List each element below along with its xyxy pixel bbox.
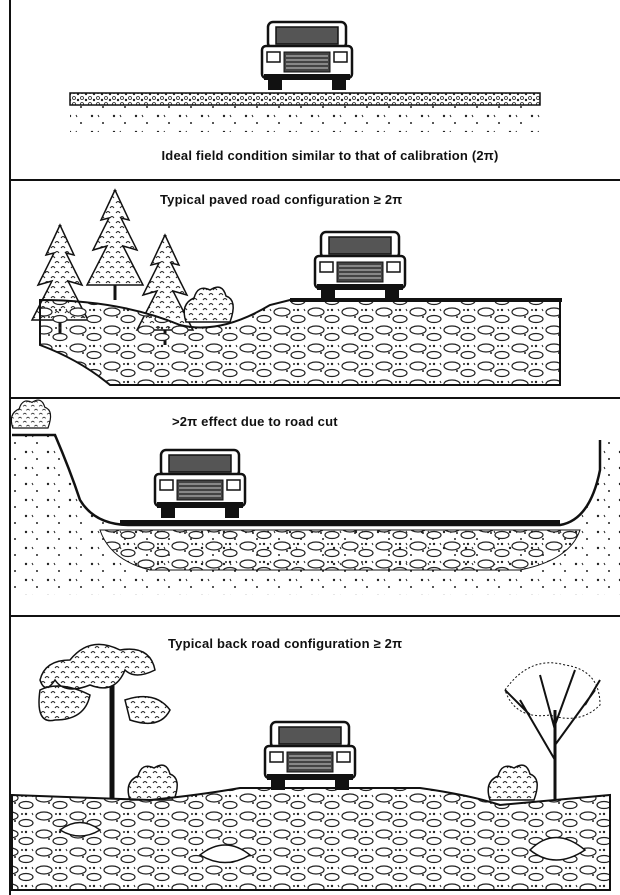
calibration-pad — [70, 93, 540, 105]
caption: Typical back road configuration ≥ 2π — [168, 636, 402, 651]
van — [262, 22, 352, 90]
bush — [11, 400, 50, 428]
diagram: Ideal field condition similar to that of… — [0, 0, 620, 895]
cut-profile — [12, 435, 600, 525]
ground — [40, 300, 560, 385]
van — [155, 450, 245, 518]
caption: >2π effect due to road cut — [172, 414, 338, 429]
van — [315, 232, 405, 300]
caption: Typical paved road configuration ≥ 2π — [160, 192, 402, 207]
panel-road-cut: >2π effect due to road cut — [11, 400, 620, 595]
soil — [12, 435, 620, 595]
tree-crown — [505, 663, 600, 719]
panel-back-road: Typical back road configuration ≥ 2π — [12, 636, 610, 890]
ground — [12, 788, 610, 890]
road-bed — [100, 530, 580, 570]
panel-paved: Typical paved road configuration ≥ 2π — [32, 190, 562, 385]
bush — [184, 287, 233, 322]
soil — [70, 106, 540, 132]
van — [265, 722, 355, 790]
tree-branches — [505, 670, 600, 760]
bush — [128, 765, 177, 800]
caption: Ideal field condition similar to that of… — [162, 148, 499, 163]
panel-ideal: Ideal field condition similar to that of… — [70, 22, 540, 163]
tree — [87, 190, 143, 300]
bush — [488, 765, 537, 800]
tree-crown — [39, 644, 170, 723]
